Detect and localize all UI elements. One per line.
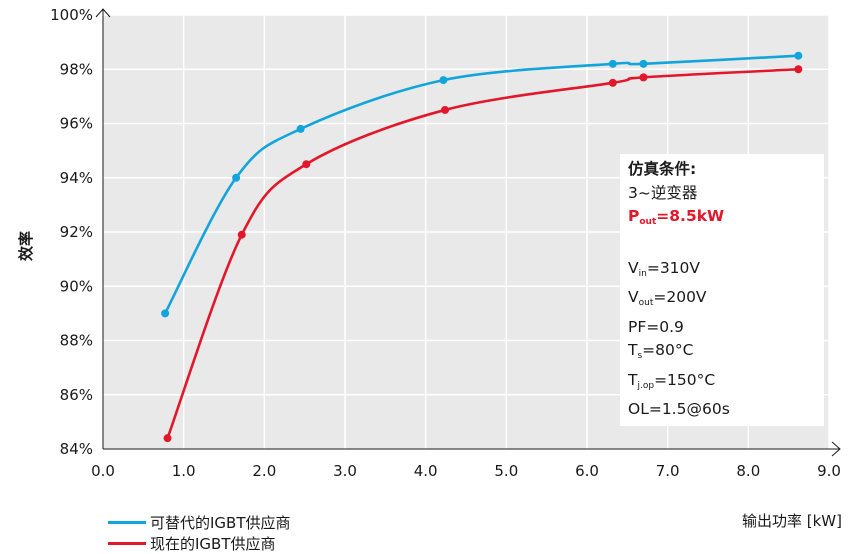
x-tick-label: 6.0 — [575, 462, 599, 480]
info-vout: Vout=200V — [628, 286, 824, 316]
pout-sub: out — [639, 217, 657, 227]
info-vin: Vin=310V — [628, 257, 824, 287]
x-tick-labels: 0.0 1.0 2.0 3.0 4.0 5.0 6.0 7.0 8.0 9.0 — [91, 462, 841, 480]
series-group — [161, 51, 803, 443]
data-point — [608, 78, 617, 87]
legend-label-alternative: 可替代的IGBT供应商 — [150, 514, 291, 532]
info-pout: Pout=8.5kW — [628, 205, 824, 235]
y-axis-arrow — [95, 8, 111, 18]
simulation-conditions-box: 仿真条件: 3~逆变器 Pout=8.5kW Vin=310V Vout=200… — [620, 154, 824, 426]
pout-value: =8.5kW — [656, 207, 725, 225]
legend-item-current: 现在的IGBT供应商 — [108, 533, 276, 554]
vin-value: =310V — [646, 258, 701, 277]
vin-symbol: V — [628, 258, 639, 277]
legend-swatch-blue — [108, 521, 146, 524]
legend-label-current: 现在的IGBT供应商 — [150, 535, 276, 553]
tj-value: =150°C — [654, 370, 716, 389]
pout-symbol: P — [628, 207, 640, 225]
ts-sub: s — [637, 351, 643, 361]
data-point — [232, 173, 241, 182]
tj-symbol: T — [628, 370, 638, 389]
data-point — [163, 434, 172, 443]
tj-sub: j.op — [637, 380, 655, 391]
data-point — [439, 76, 448, 85]
y-tick-label: 96% — [60, 115, 93, 133]
x-tick-label: 3.0 — [333, 462, 357, 480]
data-point — [302, 160, 311, 169]
y-tick-label: 86% — [60, 386, 93, 404]
axes — [95, 8, 841, 457]
vout-symbol: V — [628, 288, 639, 306]
data-point — [639, 73, 648, 82]
x-tick-label: 7.0 — [656, 462, 680, 480]
vout-value: =200V — [653, 288, 707, 306]
y-tick-label: 84% — [60, 440, 93, 458]
x-axis-arrow — [831, 441, 841, 457]
info-ts: Ts=80°C — [628, 339, 824, 369]
info-ol: OL=1.5@60s — [628, 400, 730, 418]
vout-sub: out — [638, 298, 654, 308]
y-tick-label: 90% — [60, 277, 93, 295]
data-point — [608, 59, 617, 68]
x-tick-label: 2.0 — [252, 462, 276, 480]
y-tick-label: 92% — [60, 223, 93, 241]
x-tick-label: 5.0 — [494, 462, 518, 480]
info-title: 仿真条件: — [628, 160, 697, 178]
y-tick-labels: 84% 86% 88% 90% 92% 94% 96% 98% 100% — [50, 6, 93, 458]
data-point — [441, 105, 450, 114]
info-pf: PF=0.9 — [628, 317, 684, 336]
data-point — [161, 309, 170, 318]
y-tick-label: 94% — [60, 169, 93, 187]
x-tick-label: 8.0 — [736, 462, 760, 480]
data-point — [794, 65, 803, 74]
ts-value: =80°C — [642, 341, 694, 359]
data-point — [237, 230, 246, 239]
x-tick-label: 1.0 — [172, 462, 196, 480]
data-point — [639, 59, 648, 68]
info-tj: Tj.op=150°C — [628, 369, 824, 399]
legend-swatch-red — [108, 542, 146, 545]
y-tick-label: 98% — [60, 60, 93, 78]
data-point — [296, 124, 305, 133]
ts-symbol: T — [628, 341, 638, 359]
y-tick-label: 100% — [50, 6, 93, 24]
x-axis-label: 输出功率 [kW] — [742, 512, 842, 530]
x-tick-label: 9.0 — [817, 462, 841, 480]
data-point — [794, 51, 803, 60]
x-tick-label: 0.0 — [91, 462, 115, 480]
x-tick-label: 4.0 — [414, 462, 438, 480]
y-axis-label: 效率 — [17, 231, 35, 261]
legend-item-alternative: 可替代的IGBT供应商 — [108, 512, 291, 533]
vin-sub: in — [638, 268, 647, 279]
y-tick-label: 88% — [60, 332, 93, 350]
info-inverter: 3~逆变器 — [628, 183, 698, 202]
